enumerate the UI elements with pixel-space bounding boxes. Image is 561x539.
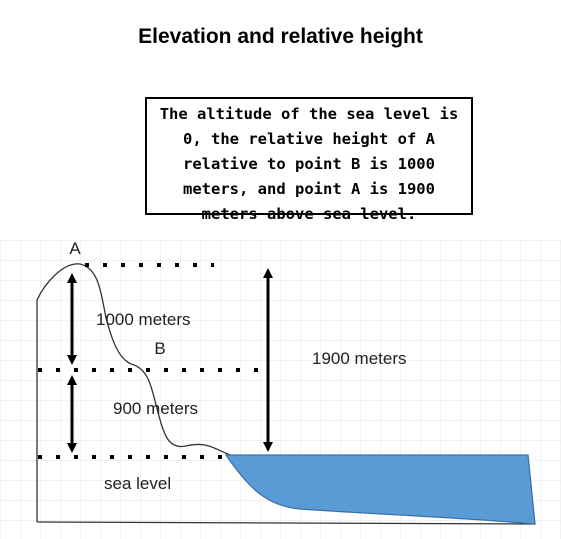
b-height-label: 900 meters — [113, 399, 198, 418]
page-title: Elevation and relative height — [138, 25, 423, 48]
a-altitude-label: 1900 meters — [312, 349, 407, 368]
sea-level-label: sea level — [104, 474, 171, 493]
relative-height-label: 1000 meters — [96, 310, 191, 329]
base-line — [36, 521, 536, 525]
point-b-label: B — [154, 339, 165, 358]
explanation-note: The altitude of the sea level is 0, the … — [145, 97, 473, 223]
sea — [224, 454, 536, 525]
point-a-label: A — [69, 239, 81, 258]
terrain-profile — [36, 263, 231, 522]
